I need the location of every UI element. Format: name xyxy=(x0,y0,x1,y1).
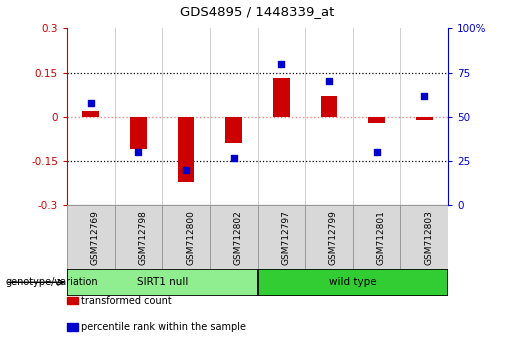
Point xyxy=(277,61,285,67)
Bar xyxy=(67,205,115,269)
Text: GDS4895 / 1448339_at: GDS4895 / 1448339_at xyxy=(180,5,335,18)
Bar xyxy=(210,205,258,269)
Point xyxy=(182,167,190,173)
Bar xyxy=(67,269,258,296)
Text: GSM712803: GSM712803 xyxy=(424,210,433,265)
Text: GSM712800: GSM712800 xyxy=(186,210,195,265)
Text: transformed count: transformed count xyxy=(81,296,172,306)
Bar xyxy=(130,117,147,149)
Point xyxy=(372,149,381,155)
Bar xyxy=(401,205,448,269)
Bar xyxy=(305,205,353,269)
Text: GSM712799: GSM712799 xyxy=(329,210,338,265)
Bar xyxy=(321,96,337,117)
Bar xyxy=(368,117,385,123)
Point xyxy=(325,79,333,84)
Text: GSM712801: GSM712801 xyxy=(376,210,386,265)
Text: GSM712769: GSM712769 xyxy=(91,210,100,265)
Bar xyxy=(114,205,162,269)
Point xyxy=(87,100,95,105)
Bar xyxy=(416,117,433,120)
Text: GSM712797: GSM712797 xyxy=(281,210,290,265)
Bar xyxy=(258,205,305,269)
Bar xyxy=(273,79,289,117)
Text: SIRT1 null: SIRT1 null xyxy=(136,277,188,287)
Text: GSM712798: GSM712798 xyxy=(139,210,147,265)
Bar xyxy=(258,269,448,296)
Text: GSM712802: GSM712802 xyxy=(234,210,243,265)
Point xyxy=(230,155,238,160)
Text: wild type: wild type xyxy=(329,277,376,287)
Bar xyxy=(226,117,242,143)
Bar xyxy=(353,205,401,269)
Text: genotype/variation: genotype/variation xyxy=(5,277,98,287)
Bar xyxy=(178,117,194,182)
Bar xyxy=(162,205,210,269)
Bar xyxy=(82,111,99,117)
Point xyxy=(420,93,428,98)
Point xyxy=(134,149,143,155)
Text: percentile rank within the sample: percentile rank within the sample xyxy=(81,322,246,332)
